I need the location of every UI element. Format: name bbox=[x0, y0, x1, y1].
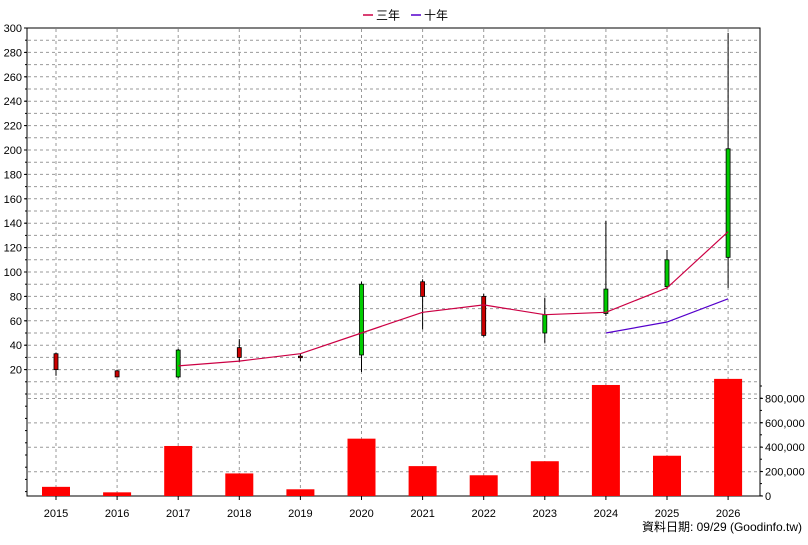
price-tick-label: 220 bbox=[4, 121, 22, 133]
price-tick-label: 240 bbox=[4, 96, 22, 108]
volume-bar bbox=[714, 378, 743, 496]
volume-tick-label: 400,000 bbox=[765, 442, 805, 454]
volume-bar bbox=[530, 461, 559, 496]
candle-body bbox=[175, 349, 181, 378]
price-tick-label: 120 bbox=[4, 243, 22, 255]
volume-bar bbox=[42, 486, 70, 496]
candle-body bbox=[481, 295, 487, 336]
volume-bar bbox=[103, 492, 132, 496]
legend-label: 十年 bbox=[424, 9, 448, 23]
legend-label: 三年 bbox=[376, 9, 400, 23]
x-tick-label: 2024 bbox=[594, 508, 618, 520]
x-tick-label: 2015 bbox=[44, 508, 68, 520]
candle-body bbox=[359, 283, 364, 356]
volume-tick-label: 200,000 bbox=[765, 467, 805, 479]
candle-body bbox=[297, 355, 303, 359]
volume-bar bbox=[469, 475, 498, 496]
volume-bar bbox=[164, 445, 193, 496]
x-tick-label: 2023 bbox=[533, 508, 557, 520]
price-tick-label: 140 bbox=[4, 218, 22, 230]
candle-body bbox=[725, 148, 731, 258]
ma-line-3yr bbox=[178, 231, 729, 367]
x-tick-label: 2017 bbox=[166, 508, 190, 520]
volume-tick-label: 0 bbox=[765, 491, 771, 503]
price-tick-label: 160 bbox=[4, 194, 22, 206]
ma-line-10yr bbox=[605, 298, 729, 334]
price-tick-label: 200 bbox=[4, 145, 22, 157]
price-tick-label: 280 bbox=[4, 47, 22, 59]
volume-bar bbox=[225, 473, 254, 496]
price-tick-label: 180 bbox=[4, 169, 22, 181]
volume-bar bbox=[591, 384, 620, 496]
price-tick-label: 60 bbox=[10, 316, 22, 328]
volume-bar bbox=[653, 455, 681, 496]
volume-bar bbox=[408, 466, 437, 496]
volume-bar bbox=[286, 489, 315, 496]
x-tick-label: 2016 bbox=[105, 508, 129, 520]
candle-body bbox=[603, 288, 609, 314]
price-tick-label: 40 bbox=[10, 340, 22, 352]
volume-tick-label: 600,000 bbox=[765, 418, 805, 430]
x-tick-label: 2022 bbox=[471, 508, 495, 520]
candle-body bbox=[664, 259, 670, 288]
candle-body bbox=[53, 353, 59, 370]
price-tick-label: 20 bbox=[10, 365, 22, 377]
price-tick-label: 260 bbox=[4, 72, 22, 84]
plot-frame bbox=[26, 27, 761, 497]
x-tick-label: 2020 bbox=[349, 508, 373, 520]
price-tick-label: 80 bbox=[10, 291, 22, 303]
source-footer: 資料日期: 09/29 (Goodinfo.tw) bbox=[641, 520, 802, 534]
x-tick-label: 2026 bbox=[716, 508, 740, 520]
candle-body bbox=[542, 314, 548, 334]
candle-body bbox=[420, 281, 426, 297]
x-tick-label: 2021 bbox=[410, 508, 434, 520]
candle-body bbox=[236, 347, 242, 358]
x-tick-label: 2025 bbox=[655, 508, 679, 520]
volume-tick-label: 800,000 bbox=[765, 393, 805, 405]
volume-bar bbox=[347, 438, 376, 496]
price-tick-label: 100 bbox=[4, 267, 22, 279]
candle-body bbox=[114, 370, 120, 378]
x-tick-label: 2018 bbox=[227, 508, 251, 520]
x-tick-label: 2019 bbox=[288, 508, 312, 520]
price-tick-label: 300 bbox=[4, 23, 22, 35]
